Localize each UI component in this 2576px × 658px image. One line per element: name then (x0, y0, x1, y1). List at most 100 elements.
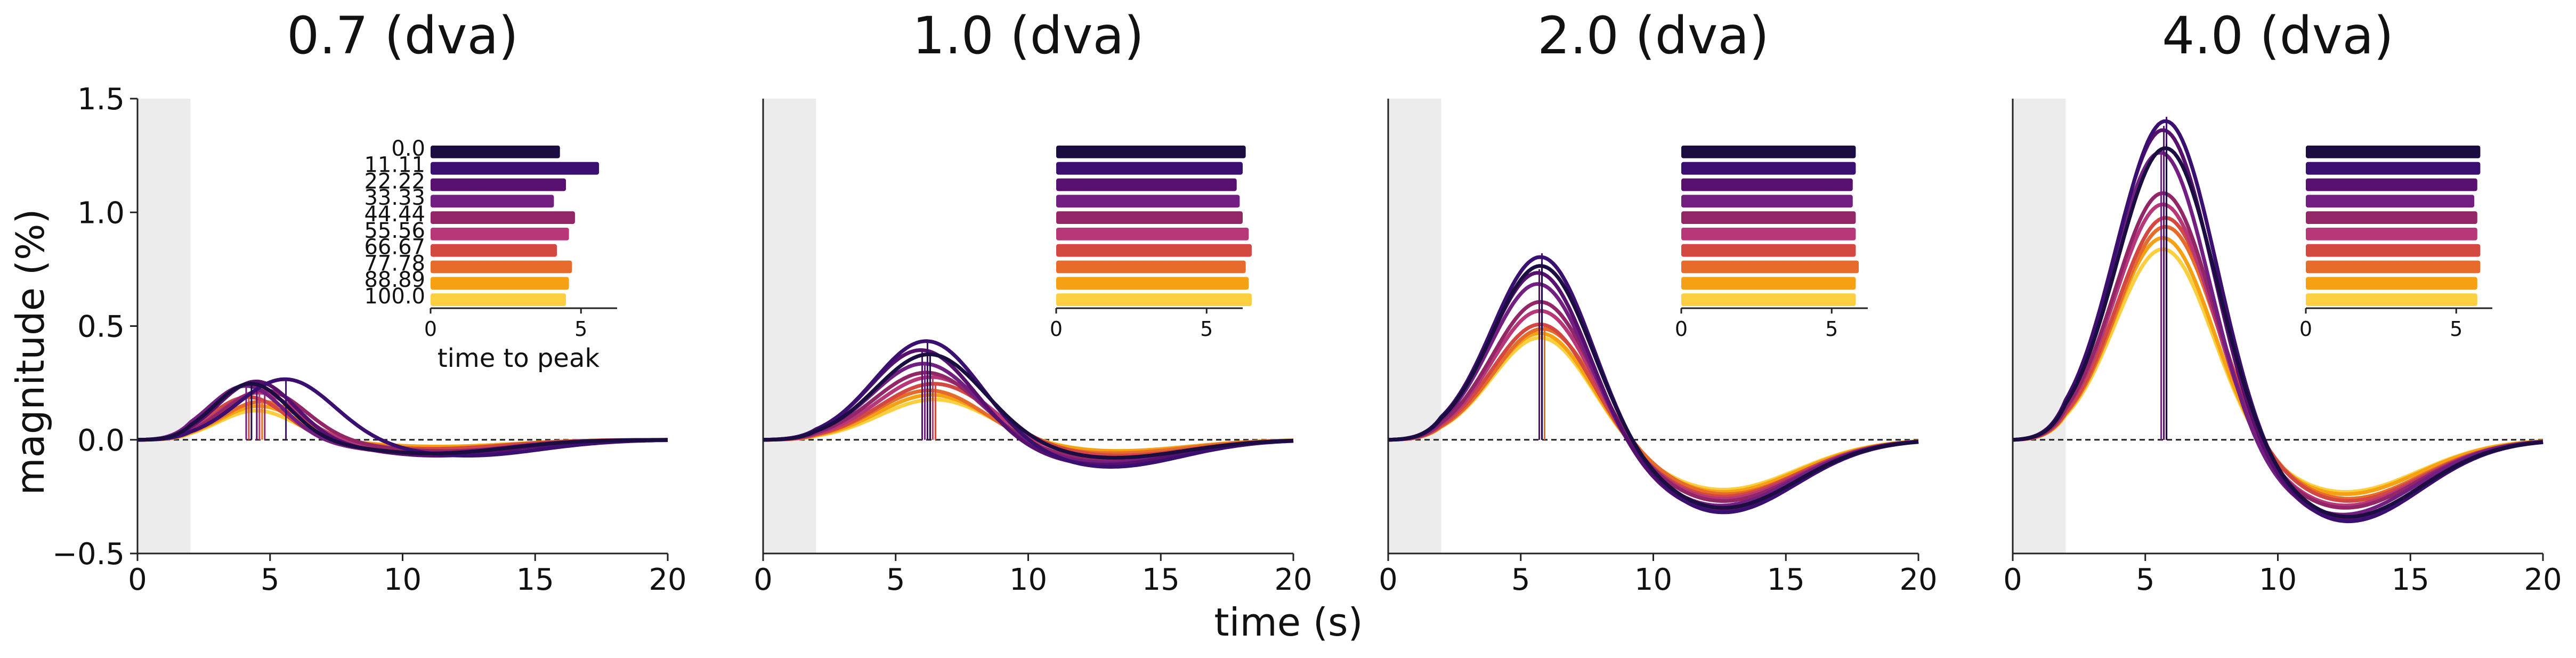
inset-series-label: 66.67 (364, 235, 425, 260)
inset-bar-100.0 (2306, 293, 2477, 306)
inset-series-label: 33.33 (364, 186, 425, 210)
panel-title: 0.7 (dva) (287, 6, 519, 66)
inset-bar-33.33 (1056, 195, 1240, 208)
panel-title: 1.0 (dva) (912, 6, 1144, 66)
x-tick-label: 0 (2003, 563, 2022, 597)
inset-bar-11.11 (1681, 162, 1856, 175)
inset-x-tick-label: 0 (1675, 317, 1688, 341)
inset-series-label: 44.44 (364, 202, 425, 227)
y-tick-label: 1.5 (77, 82, 125, 117)
panel-1: 0.7 (dva)0 5 10 15 20−0.50.00.51.01.50.011.1… (52, 6, 687, 597)
inset-bar-66.67 (431, 244, 557, 257)
inset-bar-55.56 (1681, 228, 1856, 240)
inset-time-to-peak: 0.011.1122.2233.3344.4455.5666.6777.7888… (364, 137, 617, 373)
inset-bar-100.0 (1056, 293, 1252, 306)
inset-x-tick-label: 0 (1050, 317, 1063, 341)
x-tick-label: 20 (649, 563, 686, 597)
inset-bar-22.22 (1681, 178, 1853, 191)
inset-x-tick-label: 5 (1200, 317, 1213, 341)
inset-bar-44.44 (2306, 211, 2477, 224)
inset-bar-33.33 (1681, 195, 1853, 208)
panel-3: 2.0 (dva)0 5 10 15 200 5 (1379, 6, 1937, 597)
inset-bar-100.0 (431, 293, 566, 306)
response-curve-11.11 (763, 339, 1294, 469)
inset-bar-33.33 (431, 195, 554, 208)
y-tick-label: −0.5 (52, 537, 125, 572)
x-tick-label: 5 (886, 563, 905, 597)
inset-bar-44.44 (1056, 211, 1243, 224)
inset-series-label: 88.89 (364, 268, 425, 292)
stimulus-shading (2013, 99, 2066, 553)
inset-series-label: 22.22 (364, 169, 425, 194)
inset-bar-77.78 (2306, 260, 2481, 274)
stimulus-shading (137, 99, 191, 553)
inset-bar-0.0 (431, 146, 560, 158)
response-curve-0.0 (763, 352, 1294, 460)
inset-bar-11.11 (1056, 162, 1243, 175)
inset-bar-44.44 (1681, 211, 1856, 224)
inset-series-label: 77.78 (364, 251, 425, 276)
inset-x-tick-label: 0 (2299, 317, 2312, 341)
inset-bar-44.44 (431, 211, 575, 224)
panel-2: 1.0 (dva)0 5 10 15 200 5 (754, 6, 1312, 597)
inset-bar-77.78 (431, 260, 572, 274)
response-curve-11.11 (137, 377, 668, 458)
x-axis-title: time (s) (1214, 600, 1363, 645)
inset-bar-22.22 (1056, 178, 1237, 191)
y-axis-title: magnitude (%) (8, 209, 53, 495)
inset-bar-22.22 (2306, 178, 2477, 191)
inset-bar-77.78 (1681, 260, 1859, 274)
y-tick-label: 0.5 (77, 310, 125, 344)
inset-bar-88.89 (431, 277, 569, 290)
x-tick-label: 0 (754, 563, 773, 597)
inset-bar-11.11 (2306, 162, 2481, 175)
response-curve-0.0 (2012, 146, 2543, 519)
inset-bar-77.78 (1056, 260, 1246, 274)
y-tick-label: 0.0 (77, 423, 125, 458)
stimulus-shading (763, 99, 816, 553)
inset-bar-55.56 (2306, 228, 2477, 240)
inset-x-tick-label: 5 (2450, 317, 2462, 341)
inset-bar-66.67 (2306, 244, 2481, 257)
x-tick-label: 15 (2392, 563, 2429, 597)
inset-series-label: 100.0 (364, 284, 425, 309)
inset-bar-66.67 (1681, 244, 1856, 257)
x-tick-label: 5 (261, 563, 280, 597)
inset-bar-0.0 (2306, 146, 2481, 158)
inset-series-label: 55.56 (364, 219, 425, 243)
inset-x-tick-label: 5 (574, 317, 587, 341)
inset-bar-22.22 (431, 178, 566, 191)
inset-bar-66.67 (1056, 244, 1252, 257)
x-tick-label: 10 (1009, 563, 1047, 597)
y-tick-label: 1.0 (77, 196, 125, 230)
x-tick-label: 15 (1142, 563, 1180, 597)
x-tick-label: 20 (2524, 563, 2562, 597)
x-tick-label: 20 (1274, 563, 1312, 597)
inset-bar-55.56 (1056, 228, 1249, 240)
inset-bar-88.89 (1681, 277, 1856, 290)
inset-bar-88.89 (1056, 277, 1249, 290)
x-tick-label: 10 (384, 563, 422, 597)
inset-bar-88.89 (2306, 277, 2477, 290)
panel-4: 4.0 (dva)0 5 10 15 200 5 (2003, 6, 2562, 597)
response-curve-0.0 (137, 382, 668, 455)
stimulus-shading (1388, 99, 1441, 553)
x-tick-label: 10 (2259, 563, 2297, 597)
x-tick-label: 20 (1899, 563, 1937, 597)
x-tick-label: 0 (128, 563, 147, 597)
x-tick-label: 5 (2136, 563, 2155, 597)
panels-layer: 0.7 (dva)0 5 10 15 20−0.50.00.51.01.50.011.1… (52, 6, 2562, 597)
x-tick-label: 15 (516, 563, 554, 597)
x-tick-label: 15 (1767, 563, 1805, 597)
inset-x-tick-label: 0 (424, 317, 437, 341)
panel-title: 2.0 (dva) (1537, 6, 1769, 66)
inset-bar-55.56 (431, 228, 569, 240)
inset-series-label: 11.11 (364, 153, 425, 178)
x-tick-label: 5 (1511, 563, 1530, 597)
response-curve-0.0 (1388, 264, 1919, 510)
inset-series-label: 0.0 (391, 137, 425, 161)
inset-bar-11.11 (431, 162, 600, 175)
